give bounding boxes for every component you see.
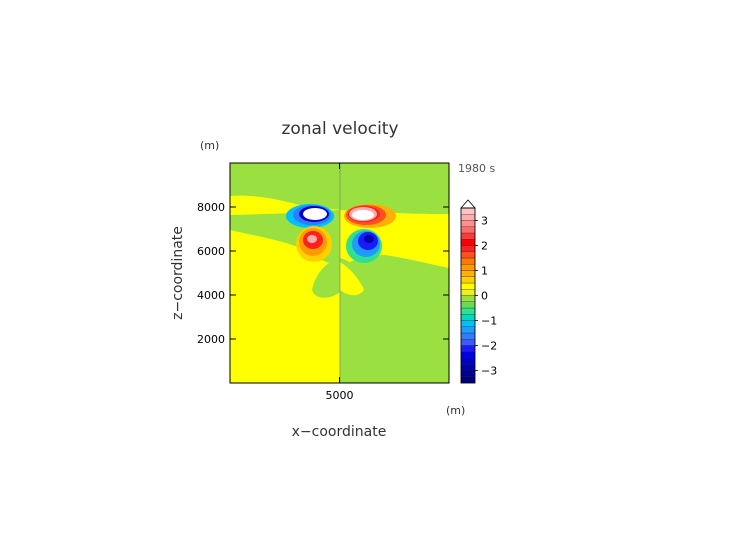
colorbar-level bbox=[460, 364, 476, 371]
colorbar-level bbox=[460, 314, 476, 321]
colorbar-level bbox=[460, 326, 476, 334]
y-tick-label: 6000 bbox=[197, 245, 225, 258]
colorbar-tick-label: 2 bbox=[481, 240, 488, 253]
colorbar-level bbox=[460, 301, 476, 309]
y-axis-label: z−coordinate bbox=[170, 226, 186, 320]
chart-title: zonal velocity bbox=[281, 119, 398, 139]
colorbar-tick-label: 0 bbox=[481, 290, 488, 303]
colorbar-tick-label: 1 bbox=[481, 265, 488, 278]
y-tick-label: 4000 bbox=[197, 289, 225, 302]
colorbar-level bbox=[460, 345, 476, 352]
colorbar-tick-label: 3 bbox=[481, 215, 488, 228]
colorbar-level bbox=[460, 289, 476, 296]
colorbar-level bbox=[460, 214, 476, 221]
colorbar-level bbox=[460, 276, 476, 284]
colorbar-level bbox=[460, 370, 476, 377]
colorbar-level bbox=[460, 226, 476, 234]
colorbar-level bbox=[460, 357, 476, 365]
colorbar-level bbox=[460, 239, 476, 246]
vortex-upper-right-core bbox=[352, 210, 374, 220]
y-tick-label: 8000 bbox=[197, 201, 225, 214]
colorbar-tick-label: −2 bbox=[481, 340, 497, 353]
colorbar-level bbox=[460, 351, 476, 359]
contour-field bbox=[230, 163, 449, 383]
colorbar-level bbox=[460, 282, 476, 290]
colorbar-level bbox=[460, 232, 476, 240]
vortex-lower-left-core bbox=[307, 235, 317, 243]
colorbar-level bbox=[460, 332, 476, 340]
colorbar: 3 2 1 0 −1 −2 −3 bbox=[460, 199, 497, 384]
vortex-upper-left-core bbox=[303, 208, 327, 220]
colorbar-tick-label: −1 bbox=[481, 315, 497, 328]
y-tick-label: 2000 bbox=[197, 333, 225, 346]
contour-lower-lobe-right bbox=[340, 262, 364, 296]
x-axis-label: x−coordinate bbox=[292, 424, 387, 440]
colorbar-level bbox=[460, 264, 476, 271]
colorbar-level bbox=[460, 376, 476, 384]
colorbar-level bbox=[460, 251, 476, 259]
colorbar-level bbox=[460, 270, 476, 277]
colorbar-level bbox=[460, 207, 476, 215]
colorbar-level bbox=[460, 257, 476, 265]
x-tick-label: 5000 bbox=[326, 389, 354, 402]
time-label: 1980 s bbox=[458, 162, 495, 175]
colorbar-level bbox=[460, 295, 476, 302]
colorbar-tick-label: −3 bbox=[481, 365, 497, 378]
contour-zero-band-upper bbox=[230, 163, 449, 210]
y-axis-ticks: 2000 4000 6000 8000 bbox=[197, 201, 449, 346]
colorbar-overflow-triangle bbox=[460, 199, 476, 209]
vortex-lower-right-core bbox=[364, 235, 374, 243]
colorbar-level bbox=[460, 320, 476, 327]
x-axis-ticks: 5000 bbox=[326, 163, 354, 402]
z-unit-label: (m) bbox=[200, 139, 219, 152]
colorbar-level bbox=[460, 220, 476, 227]
colorbar-level bbox=[460, 245, 476, 252]
colorbar-level bbox=[460, 307, 476, 315]
colorbar-level bbox=[460, 339, 476, 346]
x-unit-label: (m) bbox=[446, 404, 465, 417]
